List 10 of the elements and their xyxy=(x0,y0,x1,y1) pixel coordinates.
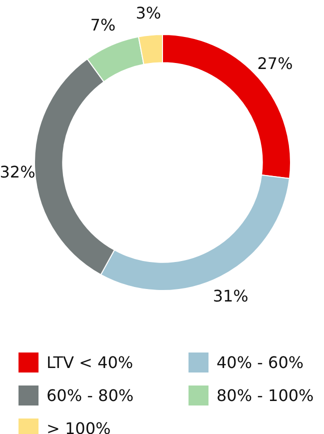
data-label: 3% xyxy=(136,4,162,23)
data-label: 27% xyxy=(257,54,293,73)
data-label: 32% xyxy=(0,162,36,182)
data-label: 31% xyxy=(212,286,248,306)
legend-label: LTV < 40% xyxy=(46,353,134,372)
legend-label: 60% - 80% xyxy=(46,386,134,405)
legend-label: 80% - 100% xyxy=(216,386,314,405)
legend-label: 40% - 60% xyxy=(216,353,304,372)
legend-label: > 100% xyxy=(46,419,111,434)
data-label: 7% xyxy=(90,15,116,34)
